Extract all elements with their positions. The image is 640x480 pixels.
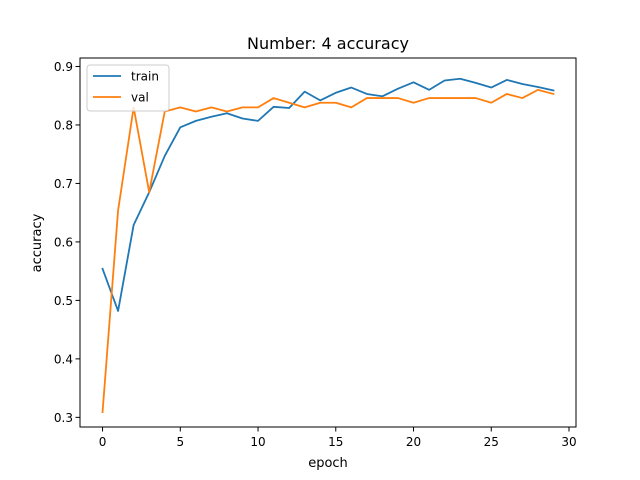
y-axis-label: accuracy <box>30 213 45 272</box>
x-tick-label: 15 <box>328 435 343 449</box>
y-tick-label: 0.8 <box>54 118 73 132</box>
legend-label-train: train <box>131 70 159 84</box>
y-tick-label: 0.7 <box>54 177 73 191</box>
x-tick-label: 10 <box>250 435 265 449</box>
legend-label-val: val <box>131 91 149 105</box>
chart-title: Number: 4 accuracy <box>247 34 409 53</box>
y-tick-label: 0.9 <box>54 60 73 74</box>
series-line-train <box>101 77 555 312</box>
series-lines <box>101 77 555 414</box>
x-tick-label: 25 <box>484 435 499 449</box>
axes-frame <box>79 57 577 428</box>
x-axis: 0 5 10 15 20 25 30 <box>99 427 577 449</box>
y-tick-label: 0.4 <box>54 352 73 366</box>
series-line-val <box>101 88 555 414</box>
y-axis: 0.3 0.4 0.5 0.6 0.7 0.8 0.9 <box>54 60 80 425</box>
x-tick-label: 5 <box>176 435 184 449</box>
y-tick-label: 0.5 <box>54 294 73 308</box>
legend: train val <box>86 64 170 112</box>
x-axis-label: epoch <box>308 456 348 471</box>
x-tick-label: 30 <box>561 435 576 449</box>
y-tick-label: 0.3 <box>54 411 73 425</box>
x-tick-label: 0 <box>99 435 107 449</box>
y-tick-label: 0.6 <box>54 235 73 249</box>
x-tick-label: 20 <box>406 435 421 449</box>
